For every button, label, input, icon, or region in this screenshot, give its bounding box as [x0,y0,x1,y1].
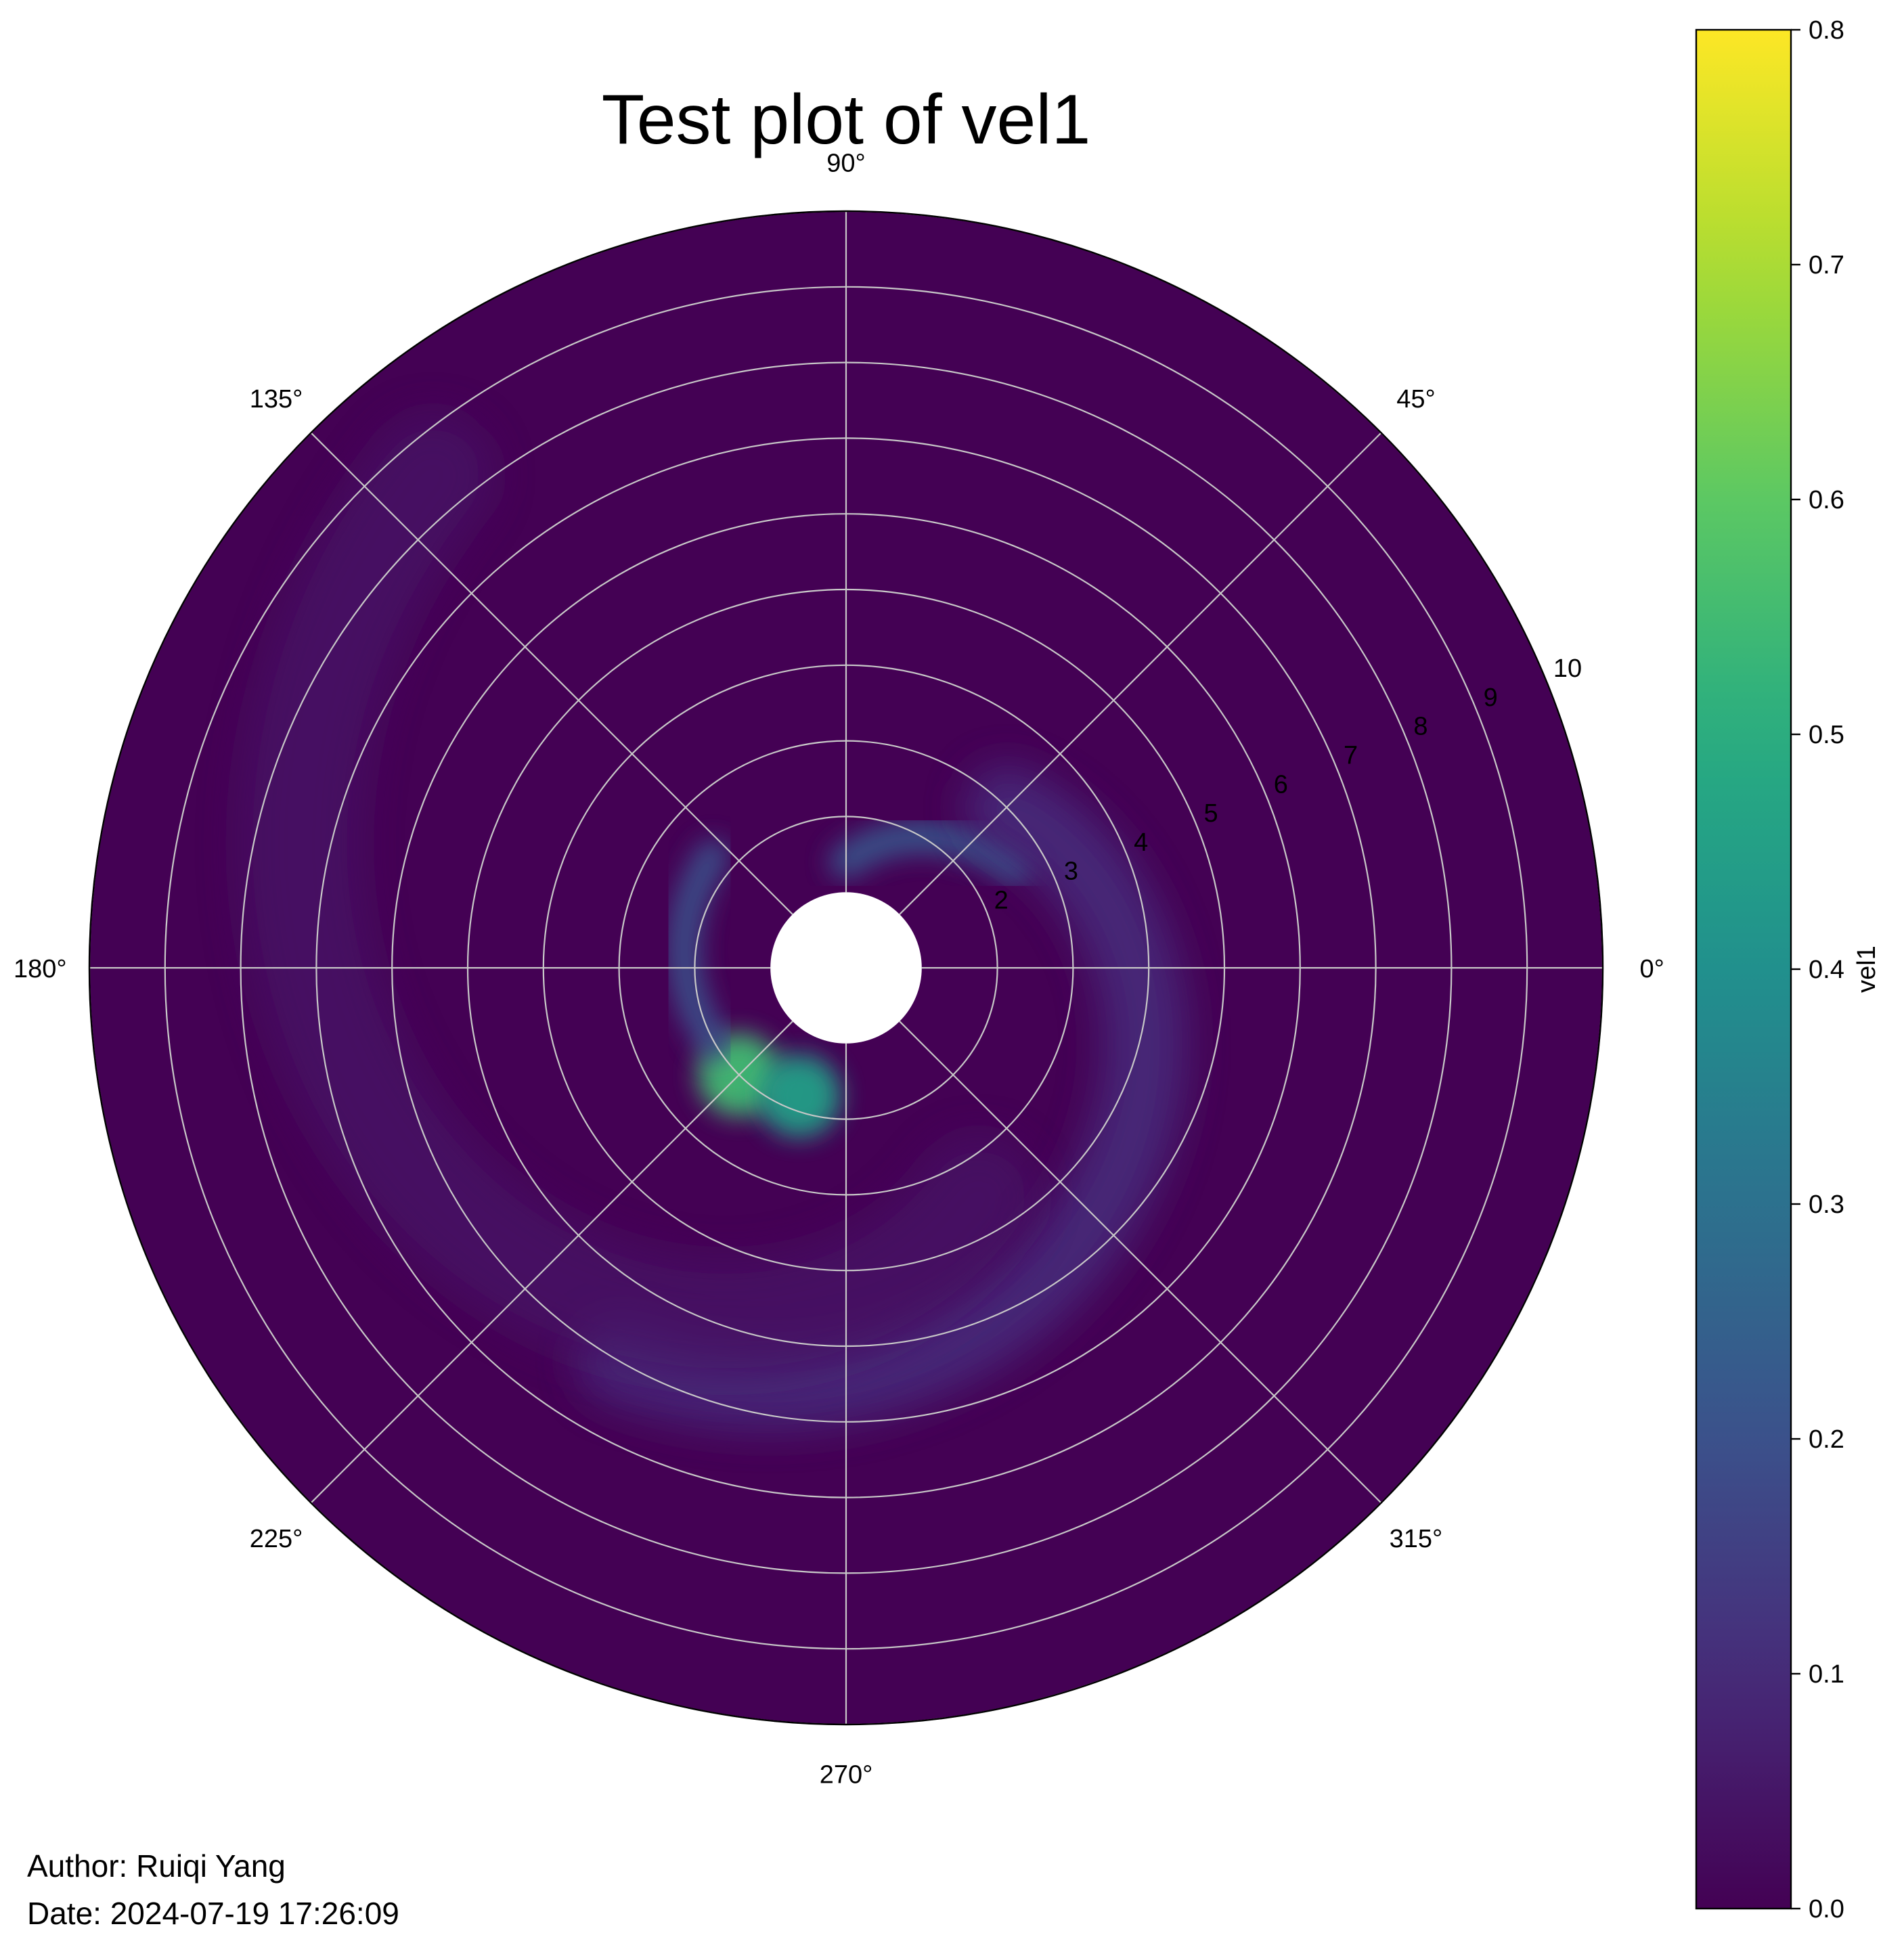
colorbar-tick-label: 0.0 [1809,1895,1844,1923]
radial-tick-label: 8 [1413,713,1427,741]
angular-gridline [899,1021,1382,1504]
angular-tick-label: 180° [14,955,67,983]
radial-tick-label: 3 [1064,858,1078,886]
angular-tick-label: 135° [250,385,303,414]
colorbar-tick-label: 0.5 [1809,721,1844,749]
inner-hole [770,892,922,1044]
radial-tick-label: 10 [1553,654,1582,683]
polar-axes: 0° 45° 90° 135° 180° 225° 270° 315° 2 3 4 5 6 7 8 9 10 [14,149,1664,1789]
colorbar-tick-label: 0.4 [1809,956,1844,984]
colorbar-tick-label: 0.3 [1809,1191,1844,1219]
angular-gridline [310,1021,793,1504]
colorbar-ticks: 0.0 0.1 0.2 0.3 0.4 0.5 0.6 0.7 0.8 [1791,16,1844,1923]
outer-spine [88,210,1604,1726]
angular-gridline [310,432,793,915]
angular-tick-labels: 0° 45° 90° 135° 180° 225° 270° 315° [14,149,1664,1789]
radial-tick-label: 6 [1274,770,1288,799]
radial-tick-label: 4 [1134,828,1148,857]
arm-2 [667,839,732,1061]
colorbar-tick-label: 0.2 [1809,1425,1844,1454]
date-label: Date: 2024-07-19 17:26:09 [27,1896,399,1931]
radial-tick-label: 2 [994,886,1009,914]
angular-gridline [899,432,1382,915]
author-label: Author: Ruiqi Yang [27,1848,286,1884]
angular-tick-label: 0° [1639,955,1664,983]
spiral-4 [577,765,1187,1430]
colorbar: 0.0 0.1 0.2 0.3 0.4 0.5 0.6 0.7 0.8 vel1 [1695,16,1881,1923]
radial-tick-label: 9 [1484,684,1498,712]
colorbar-gradient [1696,30,1791,1909]
hot-spot-1 [757,1054,841,1138]
angular-tick-label: 45° [1396,385,1435,414]
radial-tick-label: 5 [1203,799,1218,828]
angular-tick-label: 315° [1390,1525,1443,1553]
radial-tick-label: 7 [1344,742,1358,770]
colorbar-tick-label: 0.6 [1809,486,1844,514]
radial-tick-labels: 2 3 4 5 6 7 8 9 10 [994,654,1582,914]
grid-lines [88,210,1604,1726]
angular-tick-label: 225° [250,1525,303,1553]
colorbar-tick-label: 0.8 [1809,16,1844,45]
colorbar-tick-label: 0.1 [1809,1660,1844,1689]
chart-title: Test plot of vel1 [602,81,1091,159]
colorbar-label: vel1 [1853,945,1881,993]
angular-tick-label: 270° [820,1761,873,1789]
angular-tick-label: 90° [826,149,865,177]
colorbar-tick-label: 0.7 [1809,251,1844,280]
